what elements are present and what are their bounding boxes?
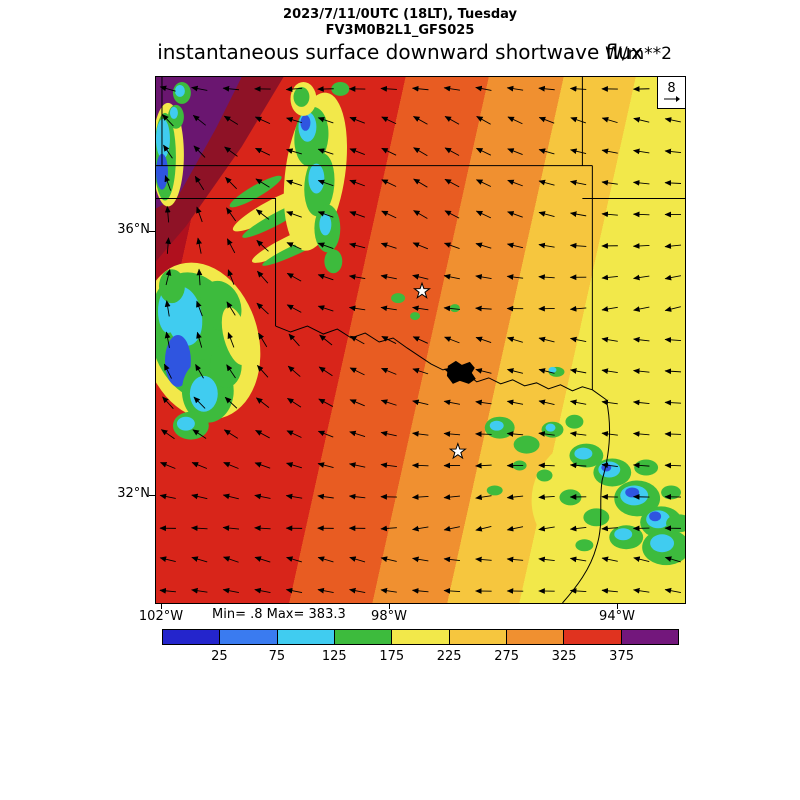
lon-tick-label-94w: 94°W bbox=[599, 609, 635, 624]
colorbar-tick-label: 325 bbox=[551, 649, 577, 664]
colorbar-segment bbox=[505, 629, 565, 645]
lat-tick-label-36n: 36°N bbox=[117, 222, 150, 237]
colorbar-segment bbox=[448, 629, 507, 645]
map-plot-area: 8 bbox=[149, 76, 686, 609]
run-datetime-label: 2023/7/11/0UTC (18LT), Tuesday bbox=[283, 7, 517, 22]
reference-vector-value: 8 bbox=[667, 81, 676, 96]
colorbar-tick-label: 375 bbox=[609, 649, 634, 664]
cloud-low-flux-patches bbox=[156, 81, 685, 573]
minmax-label: Min= .8 Max= 383.3 bbox=[212, 607, 346, 622]
wind-vector-arrows bbox=[159, 85, 682, 594]
colorbar-tick-label: 125 bbox=[321, 649, 347, 664]
lat-tick-label-32n: 32°N bbox=[117, 486, 150, 501]
axis-tick-98w bbox=[389, 603, 390, 609]
plot-title: instantaneous surface downward shortwave… bbox=[157, 40, 643, 64]
lon-tick-label-102w: 102°W bbox=[138, 609, 184, 624]
lon-tick-label-98w: 98°W bbox=[371, 609, 407, 624]
flux-heatmap bbox=[156, 77, 685, 603]
colorbar-tick-label: 25 bbox=[211, 649, 228, 664]
colorbar-segment bbox=[620, 629, 679, 645]
colorbar bbox=[162, 629, 679, 645]
reference-arrow-icon bbox=[663, 96, 680, 102]
colorbar-segment bbox=[162, 629, 221, 645]
reference-vector-box: 8 bbox=[657, 76, 686, 109]
colorbar-segment bbox=[276, 629, 335, 645]
colorbar-segment bbox=[333, 629, 393, 645]
axis-tick-36n bbox=[149, 231, 156, 232]
city-star-markers bbox=[412, 281, 467, 460]
lake-texoma-blob bbox=[446, 360, 476, 384]
colorbar-tick-label: 275 bbox=[494, 649, 520, 664]
colorbar-tick-label: 75 bbox=[268, 649, 286, 664]
state-border-lines bbox=[156, 77, 685, 603]
colorbar-segment bbox=[391, 629, 450, 645]
colorbar-segment bbox=[563, 629, 622, 645]
axis-tick-32n bbox=[149, 495, 156, 496]
colorbar-tick-label: 175 bbox=[379, 649, 405, 664]
colorbar-segment bbox=[219, 629, 278, 645]
colorbar-tick-label: 225 bbox=[436, 649, 462, 664]
axis-tick-102w bbox=[161, 603, 162, 609]
colorbar-labels: 25 75 125 175 225 275 325 375 bbox=[162, 649, 679, 665]
units-label: W/m**2 bbox=[605, 44, 672, 64]
axis-tick-94w bbox=[617, 603, 618, 609]
model-name-label: FV3M0B2L1_GFS025 bbox=[325, 23, 475, 38]
